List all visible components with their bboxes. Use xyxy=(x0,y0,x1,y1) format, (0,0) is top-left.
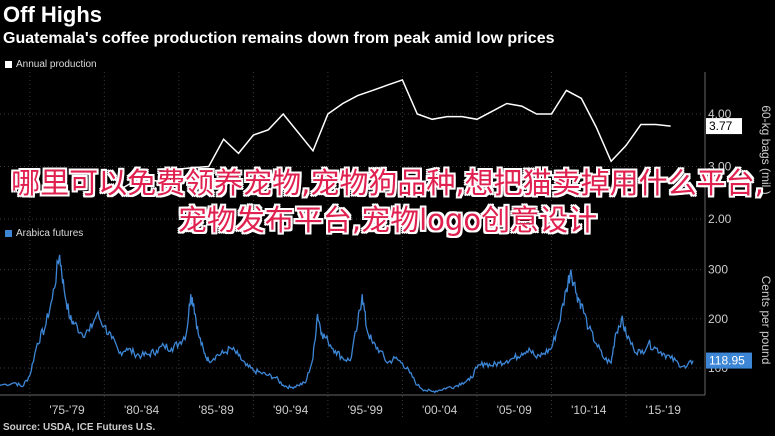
legend-production: Annual production xyxy=(5,59,97,70)
legend-arabica: Arabica futures xyxy=(5,228,83,239)
x-tick-label: '90-'94 xyxy=(273,403,309,417)
legend-arabica-swatch xyxy=(5,230,12,237)
production-tick-label: 3.00 xyxy=(708,160,732,174)
production-axis-title: 60-kg bags (mil.) xyxy=(759,105,773,194)
arabica-last-value-box xyxy=(706,352,752,369)
production-tick-label: 2.00 xyxy=(708,212,732,226)
source-note: Source: USDA, ICE Futures U.S. xyxy=(3,422,156,433)
arabica-last-value: 118.95 xyxy=(709,354,745,368)
arabica-series-line xyxy=(0,254,694,394)
x-tick-label: '05-'09 xyxy=(497,403,533,417)
x-tick-label: '85-'89 xyxy=(198,403,234,417)
chart-subtitle: Guatemala's coffee production remains do… xyxy=(3,30,555,47)
x-tick-label: '10-'14 xyxy=(571,403,607,417)
legend-arabica-label: Arabica futures xyxy=(16,228,84,239)
x-tick-label: '75-'79 xyxy=(49,403,85,417)
production-tick-label: 4.00 xyxy=(708,107,732,121)
legend-production-swatch xyxy=(5,61,12,68)
x-tick-label: '00-'04 xyxy=(422,403,458,417)
production-series-line xyxy=(104,78,671,191)
production-last-value-box xyxy=(706,118,742,135)
arabica-tick-label: 300 xyxy=(708,263,728,277)
x-tick-label: '15-'19 xyxy=(646,403,682,417)
production-last-value: 3.77 xyxy=(709,119,733,133)
x-tick-label: '95-'99 xyxy=(348,403,384,417)
arabica-axis-title: Cents per pound xyxy=(759,276,773,365)
x-tick-label: '80-'84 xyxy=(124,403,160,417)
arabica-tick-label: 200 xyxy=(708,312,728,326)
legend-production-label: Annual production xyxy=(16,59,97,70)
chart-title: Off Highs xyxy=(3,2,102,27)
